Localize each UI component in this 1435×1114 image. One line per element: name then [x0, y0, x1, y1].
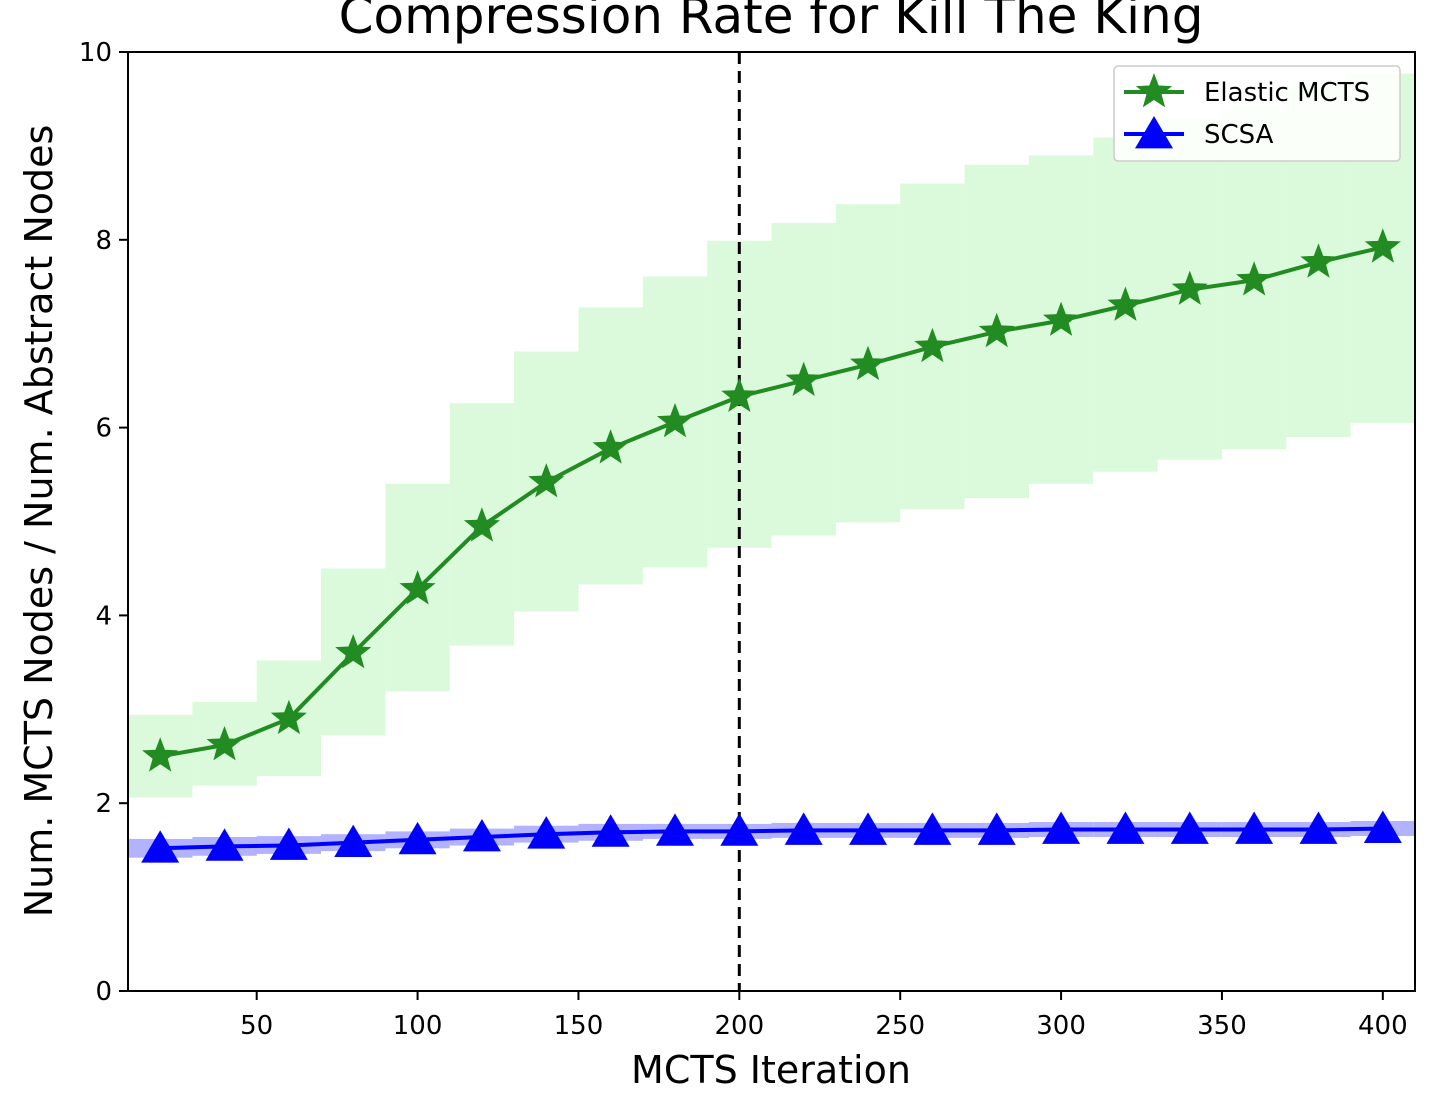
legend-star-icon — [1135, 73, 1173, 108]
y-axis-label: Num. MCTS Nodes / Num. Abstract Nodes — [17, 125, 61, 918]
scsa-point — [977, 812, 1016, 845]
elastic-mcts-point — [1364, 228, 1401, 263]
scsa-point — [1299, 811, 1338, 844]
scsa-point — [1363, 810, 1402, 843]
scsa-point — [913, 812, 952, 845]
elastic-mcts-point — [914, 327, 951, 363]
elastic-mcts-point — [592, 429, 629, 464]
confidence-bands — [128, 73, 1415, 858]
scsa-point — [269, 827, 308, 860]
x-tick-label: 250 — [875, 1011, 925, 1041]
scsa-point — [1235, 811, 1274, 844]
elastic-mcts-point — [528, 463, 565, 498]
scsa-point — [141, 830, 180, 863]
legend-box — [1113, 65, 1401, 162]
scsa-point — [1106, 811, 1145, 844]
series-lines — [159, 245, 1384, 851]
legend-label-elastic: Elastic MCTS — [1204, 78, 1370, 108]
x-tick-label: 400 — [1358, 1011, 1408, 1041]
elastic-mcts-point — [850, 345, 887, 381]
scsa-line — [160, 826, 1383, 851]
y-tick-label: 0 — [95, 977, 112, 1007]
x-tick-label: 100 — [393, 1011, 443, 1041]
y-axis-ticks: 0 2 4 6 8 10 — [79, 38, 128, 1007]
scsa-point — [462, 819, 501, 852]
elastic-mcts-point — [206, 726, 243, 761]
chart-title: Compression Rate for Kill The King — [339, 0, 1204, 45]
elastic-mcts-point — [399, 570, 436, 605]
elastic-mcts-point — [142, 737, 179, 772]
elastic-mcts-point — [978, 312, 1015, 348]
legend: Elastic MCTS SCSA — [1113, 65, 1401, 162]
scsa-point — [720, 813, 759, 846]
scsa-point — [784, 812, 823, 845]
x-tick-label: 150 — [554, 1011, 604, 1041]
elastic-mcts-point — [335, 634, 372, 669]
x-tick-label: 300 — [1036, 1011, 1086, 1041]
elastic-mcts-point — [1107, 286, 1144, 321]
y-tick-label: 8 — [95, 226, 112, 256]
scsa-point — [591, 814, 630, 847]
scsa-point — [527, 816, 566, 849]
scsa-point — [398, 821, 437, 855]
x-axis-label: MCTS Iteration — [631, 1048, 911, 1092]
elastic-mcts-point — [1236, 261, 1273, 296]
scsa-point — [334, 824, 373, 858]
scsa-point — [205, 828, 244, 861]
plot-frame — [127, 51, 1416, 992]
elastic-mcts-point — [1300, 243, 1337, 278]
scsa-point — [655, 813, 694, 846]
elastic-mcts-point — [721, 377, 758, 412]
elastic-mcts-point — [1171, 270, 1208, 305]
x-axis-ticks: 50 100 150 200 250 300 350 400 — [240, 991, 1408, 1041]
x-tick-label: 200 — [715, 1011, 765, 1041]
series-markers — [141, 228, 1402, 863]
y-tick-label: 4 — [95, 601, 112, 631]
elastic-mcts-point — [785, 361, 822, 396]
scsa-point — [1170, 811, 1209, 844]
elastic-mcts-point — [270, 699, 307, 735]
x-tick-label: 50 — [240, 1011, 273, 1041]
elastic-mcts-point — [1043, 301, 1080, 336]
y-tick-label: 10 — [79, 38, 112, 68]
elastic-mcts-line — [159, 245, 1384, 759]
y-tick-label: 2 — [95, 789, 112, 819]
legend-label-scsa: SCSA — [1204, 120, 1274, 150]
legend-triangle-icon — [1135, 116, 1173, 149]
elastic-mcts-point — [656, 403, 693, 438]
scsa-point — [1042, 811, 1081, 844]
y-tick-label: 6 — [95, 414, 112, 444]
elastic-mcts-point — [463, 507, 500, 542]
x-tick-label: 350 — [1197, 1011, 1247, 1041]
scsa-point — [849, 812, 888, 845]
